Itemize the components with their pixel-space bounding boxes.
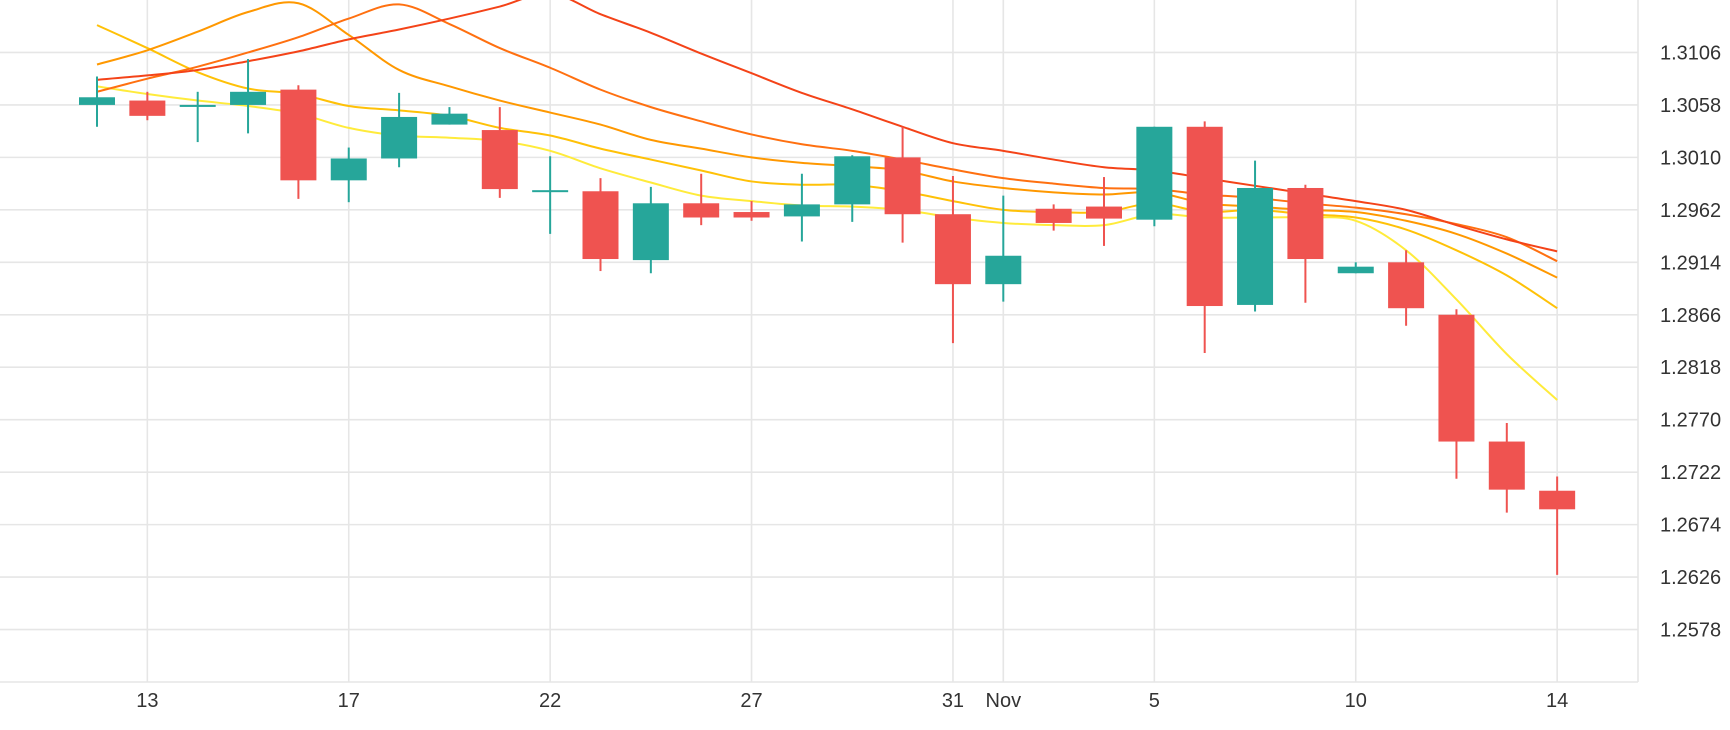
y-tick-label: 1.2818 xyxy=(1660,357,1721,379)
candle[interactable] xyxy=(280,85,317,199)
candle[interactable] xyxy=(1539,476,1576,575)
candle-body xyxy=(1337,266,1374,274)
y-tick-label: 1.3058 xyxy=(1660,95,1721,117)
candle[interactable] xyxy=(783,173,820,242)
y-tick-label: 1.2722 xyxy=(1660,462,1721,484)
candle[interactable] xyxy=(1237,160,1274,312)
candle-body xyxy=(79,97,115,105)
y-tick-label: 1.2626 xyxy=(1660,567,1721,589)
chart-grid xyxy=(0,0,1639,683)
x-tick-label: 22 xyxy=(539,690,561,712)
candle[interactable] xyxy=(1488,422,1525,513)
candle[interactable] xyxy=(431,107,468,125)
candle-body xyxy=(129,100,166,116)
candle-body xyxy=(431,113,468,125)
candle-body xyxy=(1035,208,1072,223)
candle-body xyxy=(1186,126,1223,307)
candle[interactable] xyxy=(330,147,367,203)
candle-body xyxy=(1539,490,1576,510)
candle-body xyxy=(783,204,820,217)
x-tick-label: 17 xyxy=(338,690,360,712)
candle[interactable] xyxy=(985,195,1022,302)
x-tick-label: 27 xyxy=(740,690,762,712)
candle[interactable] xyxy=(632,186,669,274)
x-tick-label: 31 xyxy=(942,690,964,712)
x-tick-label: 14 xyxy=(1546,690,1568,712)
x-tick-label: Nov xyxy=(986,690,1022,712)
y-tick-label: 1.2866 xyxy=(1660,305,1721,327)
moving-average-line-1 xyxy=(96,85,1558,401)
candle-body xyxy=(683,203,720,218)
candle[interactable] xyxy=(1086,177,1122,246)
candle-body xyxy=(834,156,871,205)
candle[interactable] xyxy=(934,175,971,344)
candle[interactable] xyxy=(733,201,770,221)
candle-body xyxy=(280,89,317,181)
candle-body xyxy=(179,104,216,107)
y-tick-label: 1.2962 xyxy=(1660,200,1721,222)
candle-body xyxy=(1488,441,1525,490)
candle[interactable] xyxy=(79,76,115,127)
candle[interactable] xyxy=(532,156,569,234)
candle[interactable] xyxy=(884,126,921,243)
candle[interactable] xyxy=(1035,204,1072,231)
candle-body xyxy=(1136,126,1173,220)
y-tick-label: 1.3010 xyxy=(1660,147,1721,169)
candle-body xyxy=(1287,187,1324,260)
candle[interactable] xyxy=(1438,309,1475,479)
x-tick-label: 10 xyxy=(1345,690,1367,712)
y-tick-label: 1.2578 xyxy=(1660,620,1721,642)
candle-body xyxy=(985,255,1022,285)
candle-body xyxy=(1388,262,1425,309)
candle[interactable] xyxy=(1136,126,1173,227)
candle[interactable] xyxy=(481,107,518,198)
candle-body xyxy=(230,91,267,105)
candle[interactable] xyxy=(834,155,871,222)
candle-body xyxy=(632,203,669,261)
x-tick-label: 5 xyxy=(1149,690,1160,712)
candle[interactable] xyxy=(1388,250,1425,326)
candle-body xyxy=(481,130,518,190)
candle[interactable] xyxy=(230,59,267,134)
candles xyxy=(79,59,1576,575)
candle-body xyxy=(733,212,770,218)
candle[interactable] xyxy=(1186,121,1223,354)
y-tick-label: 1.2674 xyxy=(1660,515,1721,537)
candle-body xyxy=(1438,314,1475,442)
candle[interactable] xyxy=(582,178,619,272)
candle-body xyxy=(532,190,569,193)
candle[interactable] xyxy=(1337,262,1374,274)
candle[interactable] xyxy=(1287,184,1324,303)
candle-body xyxy=(582,191,619,260)
candle-body xyxy=(934,214,971,285)
candle-body xyxy=(1086,206,1122,219)
moving-average-lines xyxy=(96,0,1558,401)
candle[interactable] xyxy=(683,173,720,226)
candle-body xyxy=(381,116,418,159)
x-tick-label: 13 xyxy=(136,690,158,712)
y-tick-label: 1.2914 xyxy=(1660,252,1721,274)
y-axis-labels: 1.3106 1.3058 1.3010 1.2962 1.2914 1.2866 1.28… xyxy=(1660,42,1721,641)
candle[interactable] xyxy=(381,92,418,168)
candle[interactable] xyxy=(129,91,166,121)
candle-body xyxy=(330,158,367,181)
candle-body xyxy=(1237,187,1274,305)
candle-body xyxy=(884,157,921,215)
y-tick-label: 1.3106 xyxy=(1660,42,1721,64)
y-tick-label: 1.2770 xyxy=(1660,410,1721,432)
candle[interactable] xyxy=(179,91,216,143)
x-axis-labels: 13 17 22 27 31 Nov 5 10 14 xyxy=(136,690,1568,712)
